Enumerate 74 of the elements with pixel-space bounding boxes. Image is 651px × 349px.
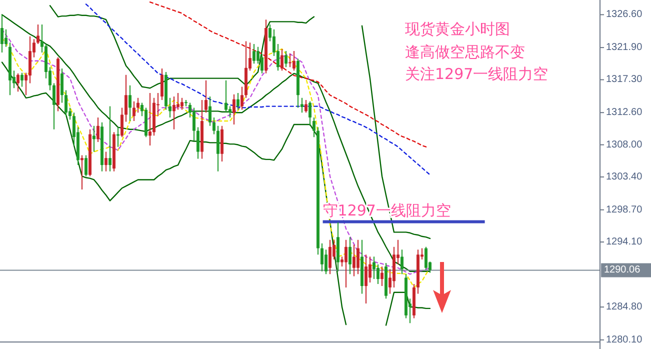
y-tick-label: 1284.80 bbox=[606, 302, 643, 313]
candlestick bbox=[252, 44, 256, 64]
y-tick-label: 1308.00 bbox=[606, 139, 643, 150]
candlestick bbox=[320, 242, 324, 272]
candlestick bbox=[212, 116, 216, 135]
text: 现货黄金小时图 bbox=[405, 20, 510, 38]
candlestick bbox=[348, 236, 352, 275]
candlestick bbox=[20, 72, 24, 88]
candlestick bbox=[228, 106, 232, 118]
candlestick bbox=[0, 14, 4, 53]
candlestick bbox=[280, 48, 284, 72]
y-tick-label: 1280.10 bbox=[606, 334, 643, 346]
candlestick bbox=[376, 264, 380, 284]
annotation: 逢高做空思路不变 bbox=[405, 43, 525, 61]
candlestick bbox=[356, 239, 360, 275]
candlestick bbox=[324, 249, 328, 275]
candlestick bbox=[148, 92, 152, 146]
y-tick-label: 1294.10 bbox=[606, 236, 643, 248]
ref-line-label: 1290.06 bbox=[604, 264, 641, 276]
candlestick bbox=[224, 80, 228, 114]
candlestick bbox=[292, 50, 296, 72]
candlestick bbox=[260, 53, 264, 74]
candlestick bbox=[132, 100, 136, 122]
candlestick bbox=[368, 256, 372, 284]
y-tick-label: 1312.60 bbox=[606, 107, 643, 118]
candlestick bbox=[120, 107, 124, 138]
candlestick bbox=[380, 266, 384, 287]
candlestick bbox=[312, 116, 316, 138]
y-tick-label: 1298.70 bbox=[606, 204, 643, 216]
candlestick bbox=[240, 86, 244, 110]
candlestick bbox=[84, 154, 88, 177]
candlestick bbox=[400, 249, 404, 275]
candlestick bbox=[80, 154, 84, 190]
y-tick-label: 1317.30 bbox=[606, 74, 643, 86]
y-tick-label: 1321.90 bbox=[606, 42, 643, 54]
candlestick bbox=[104, 151, 108, 172]
candlestick bbox=[232, 94, 236, 125]
candlestick bbox=[180, 97, 184, 110]
candlestick bbox=[304, 100, 308, 114]
candlestick bbox=[424, 246, 428, 270]
candlestick bbox=[236, 92, 240, 110]
candlestick bbox=[364, 254, 368, 304]
candlestick bbox=[4, 28, 8, 48]
candlestick bbox=[372, 256, 376, 280]
y-tick-label: 1326.60 bbox=[606, 9, 643, 20]
candlestick bbox=[288, 53, 292, 68]
candlestick bbox=[92, 125, 96, 152]
candlestick bbox=[344, 239, 348, 288]
candlestick bbox=[300, 97, 304, 114]
y-tick-label: 1303.40 bbox=[606, 171, 643, 182]
candlestick bbox=[128, 84, 132, 122]
candlestick bbox=[16, 72, 20, 92]
candlestick bbox=[36, 24, 40, 45]
candlestick bbox=[64, 90, 68, 117]
candlestick bbox=[192, 107, 196, 142]
candlestick bbox=[60, 68, 64, 104]
candlestick bbox=[124, 74, 128, 122]
candlestick bbox=[172, 96, 176, 130]
candlestick bbox=[204, 80, 208, 114]
candlestick bbox=[284, 50, 288, 68]
candlestick bbox=[208, 96, 212, 126]
candlestick bbox=[216, 125, 220, 172]
candlestick bbox=[176, 92, 180, 110]
candlestick bbox=[136, 97, 140, 114]
candlestick bbox=[96, 116, 100, 142]
candlestick bbox=[328, 239, 332, 275]
candlestick bbox=[160, 68, 164, 101]
annotation: 关注1297一线阻力空 bbox=[405, 65, 548, 83]
candlestick bbox=[352, 244, 356, 277]
candlestick bbox=[52, 82, 56, 130]
candlestick bbox=[108, 106, 112, 172]
candlestick bbox=[196, 126, 200, 160]
candlestick bbox=[168, 97, 172, 118]
candlestick bbox=[308, 100, 312, 126]
